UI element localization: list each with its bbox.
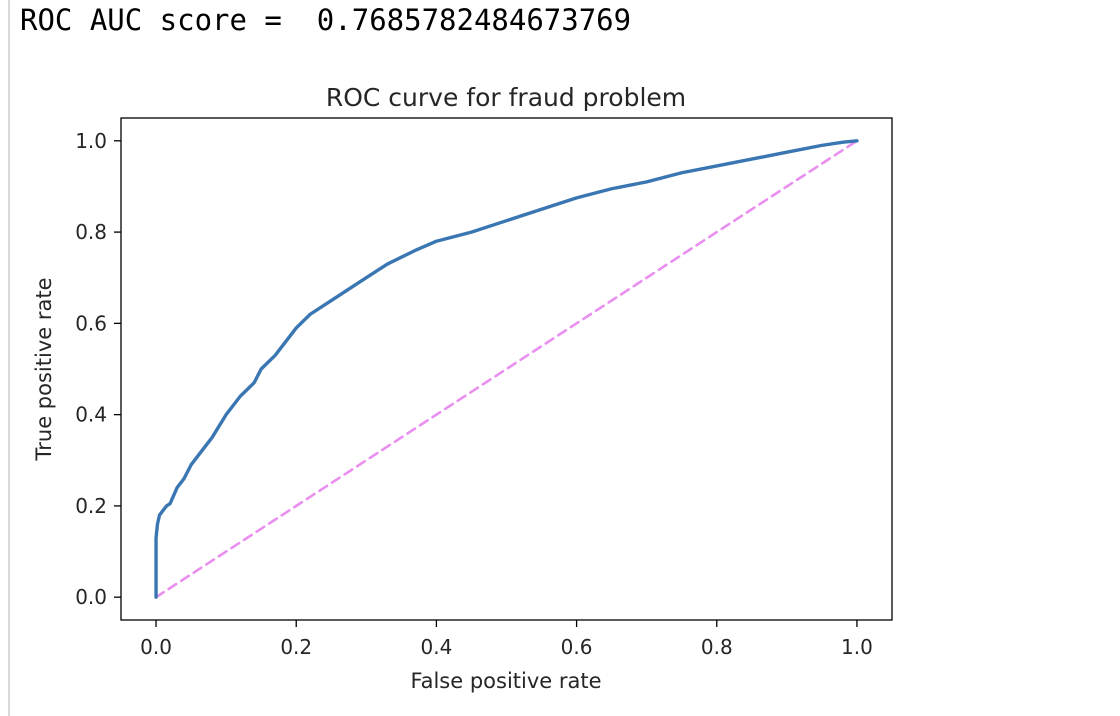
y-tick-label: 1.0 <box>75 129 107 153</box>
x-tick-label: 0.0 <box>140 635 172 659</box>
y-tick-label: 0.6 <box>75 311 107 335</box>
x-tick-label: 0.6 <box>561 635 593 659</box>
x-tick-label: 0.4 <box>421 635 453 659</box>
roc-auc-output: ROC AUC score = 0.7685782484673769 <box>20 3 632 37</box>
roc-curve-line <box>154 139 859 599</box>
axes-frame <box>120 117 893 621</box>
baseline-diagonal-line <box>154 139 859 599</box>
x-tick-label: 1.0 <box>841 635 873 659</box>
x-axis: 0.0 0.2 0.4 0.6 0.8 1.0 <box>140 620 873 659</box>
chart-title: ROC curve for fraud problem <box>326 83 686 112</box>
series-layer <box>154 139 859 599</box>
y-axis: 0.0 0.2 0.4 0.6 0.8 1.0 <box>75 129 121 609</box>
y-tick-label: 0.4 <box>75 403 107 427</box>
cell-border <box>8 0 10 716</box>
x-axis-label: False positive rate <box>410 669 601 693</box>
y-tick-label: 0.8 <box>75 220 107 244</box>
y-tick-label: 0.2 <box>75 494 107 518</box>
plot-area <box>120 117 893 621</box>
x-tick-label: 0.2 <box>280 635 312 659</box>
y-tick-label: 0.0 <box>75 585 107 609</box>
x-tick-label: 0.8 <box>701 635 733 659</box>
y-axis-label: True positive rate <box>32 278 56 462</box>
